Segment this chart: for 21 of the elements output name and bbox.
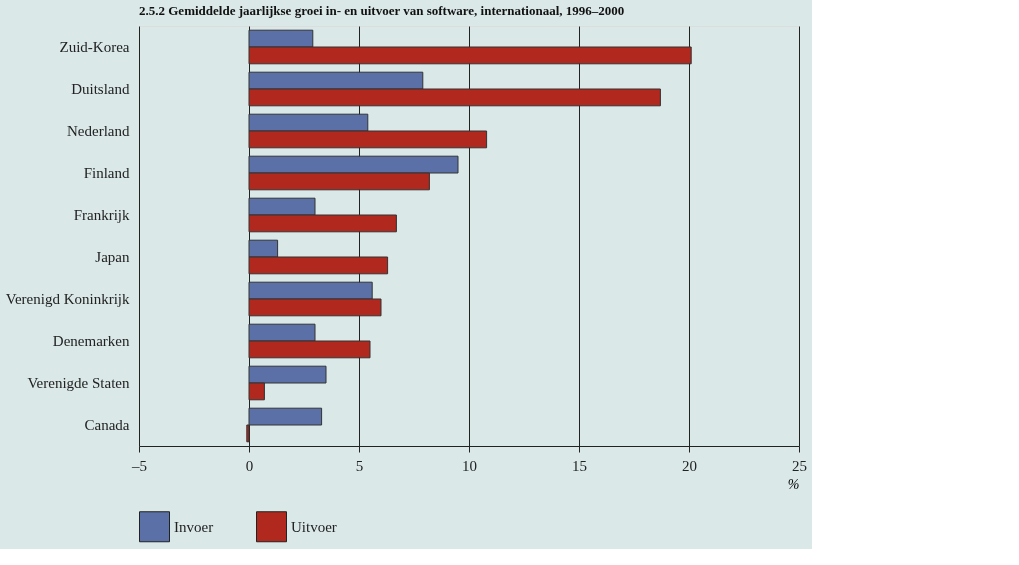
x-tick-label: –5: [131, 457, 147, 474]
y-tick-label: Zuid-Korea: [59, 39, 130, 55]
legend-label: Uitvoer: [291, 518, 337, 535]
x-tick-label: 25: [792, 457, 807, 474]
y-tick-label: Denemarken: [52, 333, 130, 349]
y-tick-label: Verenigde Staten: [27, 375, 130, 391]
chart-title: 2.5.2 Gemiddelde jaarlijkse groei in- en uitvoer van software, internationaal, 1996–2000: [139, 3, 625, 18]
x-tick-label: 10: [462, 457, 477, 474]
y-tick-label: Frankrijk: [73, 207, 130, 223]
x-tick-label: 0: [245, 457, 254, 474]
x-tick-label: 20: [682, 457, 697, 474]
x-axis-title: %: [787, 476, 800, 492]
y-tick-label: Finland: [83, 165, 130, 181]
x-tick-label: 15: [572, 457, 587, 474]
y-tick-label: Canada: [84, 417, 130, 433]
y-tick-label: Nederland: [67, 123, 130, 139]
y-tick-label: Verenigd Koninkrijk: [5, 291, 130, 307]
y-tick-label: Duitsland: [71, 81, 130, 97]
x-tick-label: 5: [355, 457, 364, 474]
legend-label: Invoer: [174, 518, 214, 535]
y-tick-label: Japan: [95, 249, 130, 265]
